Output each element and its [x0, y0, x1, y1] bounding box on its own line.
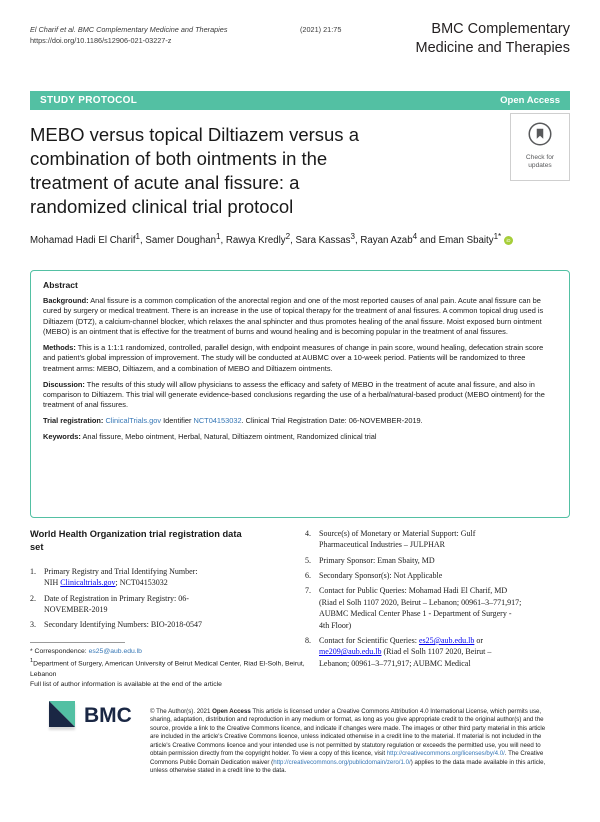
svg-text:iD: iD: [506, 238, 510, 243]
